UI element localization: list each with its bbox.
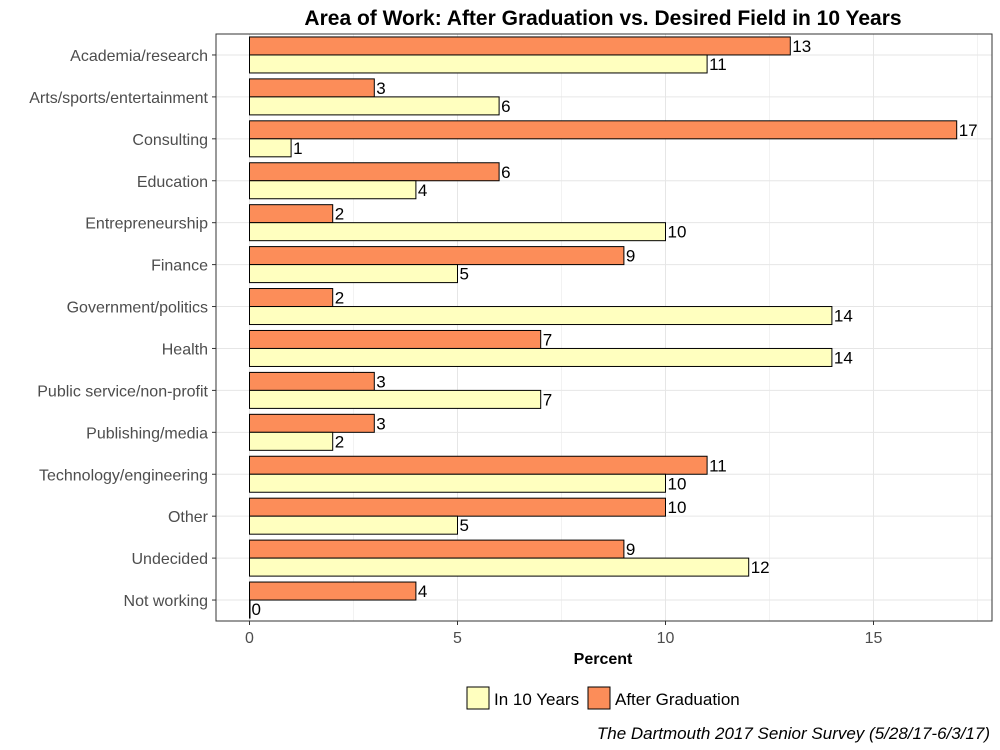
bar-in-10-years (249, 264, 458, 284)
data-label: 13 (792, 37, 811, 56)
data-label: 10 (668, 474, 687, 493)
category-label: Not working (124, 593, 208, 610)
data-label: 3 (376, 372, 385, 391)
data-label: 9 (626, 540, 635, 559)
data-label: 6 (501, 97, 510, 116)
bar-after-graduation (249, 329, 542, 349)
bar-in-10-years (249, 431, 334, 451)
bar-after-graduation (249, 246, 625, 266)
data-label: 2 (335, 432, 344, 451)
caption: The Dartmouth 2017 Senior Survey (5/28/1… (597, 724, 990, 743)
data-label: 4 (418, 582, 427, 601)
bar-after-graduation (249, 539, 625, 559)
category-label: Academia/research (70, 48, 208, 65)
category-label: Health (162, 341, 208, 358)
bar-after-graduation (249, 455, 708, 475)
category-label: Technology/engineering (39, 467, 208, 484)
bar-in-10-years (249, 306, 833, 326)
bar-in-10-years (249, 599, 251, 619)
bar-after-graduation (249, 78, 375, 98)
bar-in-10-years (249, 473, 666, 493)
data-label: 1 (293, 139, 302, 158)
category-label: Finance (151, 258, 208, 275)
data-label: 6 (501, 163, 510, 182)
legend-swatch (587, 686, 611, 710)
bar-in-10-years (249, 138, 292, 158)
data-label: 9 (626, 247, 635, 266)
data-label: 3 (376, 414, 385, 433)
bar-in-10-years (249, 557, 750, 577)
bar-in-10-years (249, 222, 666, 242)
category-label: Entrepreneurship (85, 216, 208, 233)
data-label: 2 (335, 289, 344, 308)
bar-in-10-years (249, 54, 708, 74)
chart-title: Area of Work: After Graduation vs. Desir… (304, 7, 901, 30)
data-label: 5 (460, 265, 469, 284)
data-label: 2 (335, 205, 344, 224)
x-axis: 0 5 10 15 (245, 621, 883, 647)
bar-in-10-years (249, 515, 458, 535)
data-label: 0 (252, 600, 261, 619)
legend-swatch (466, 686, 490, 710)
data-label: 10 (668, 223, 687, 242)
x-tick-label: 5 (453, 630, 462, 647)
category-label: Consulting (132, 132, 208, 149)
data-label: 14 (834, 348, 853, 367)
data-label: 5 (460, 516, 469, 535)
bars: 13 11 3 6 17 1 6 4 2 10 9 5 2 14 7 14 3 7 3 2 11 10 10 5 9 12 4 0 (249, 36, 978, 619)
x-axis-title: Percent (574, 651, 633, 668)
x-tick-label: 0 (245, 630, 254, 647)
bar-after-graduation (249, 413, 375, 433)
bar-in-10-years (249, 389, 542, 409)
data-label: 11 (709, 456, 727, 475)
data-label: 4 (418, 181, 427, 200)
legend-label: After Graduation (615, 690, 740, 709)
data-label: 3 (376, 79, 385, 98)
category-label: Publishing/media (86, 425, 208, 442)
data-label: 7 (543, 390, 552, 409)
category-label: Public service/non-profit (37, 383, 208, 400)
data-label: 11 (709, 55, 727, 74)
legend-label: In 10 Years (494, 690, 579, 709)
bar-after-graduation (249, 162, 500, 182)
x-tick-label: 10 (657, 630, 675, 647)
bar-after-graduation (249, 36, 791, 56)
data-label: 10 (668, 498, 687, 517)
bar-after-graduation (249, 581, 417, 601)
plot-border (215, 33, 993, 622)
bar-after-graduation (249, 288, 334, 308)
legend: In 10 Years After Graduation (466, 686, 740, 710)
category-label: Education (137, 174, 208, 191)
bar-after-graduation (249, 371, 375, 391)
category-label: Government/politics (67, 300, 208, 317)
category-label: Arts/sports/entertainment (29, 90, 208, 107)
x-tick-label: 15 (865, 630, 883, 647)
y-axis: Academia/research Arts/sports/entertainme… (29, 48, 216, 610)
bar-in-10-years (249, 180, 417, 200)
bar-after-graduation (249, 120, 958, 140)
data-label: 7 (543, 330, 552, 349)
bar-after-graduation (249, 204, 334, 224)
data-label: 17 (959, 121, 978, 140)
bar-in-10-years (249, 96, 500, 116)
data-label: 12 (751, 558, 770, 577)
bar-after-graduation (249, 497, 666, 517)
bar-in-10-years (249, 347, 833, 367)
data-label: 14 (834, 307, 853, 326)
category-label: Undecided (132, 551, 209, 568)
category-label: Other (168, 509, 209, 526)
